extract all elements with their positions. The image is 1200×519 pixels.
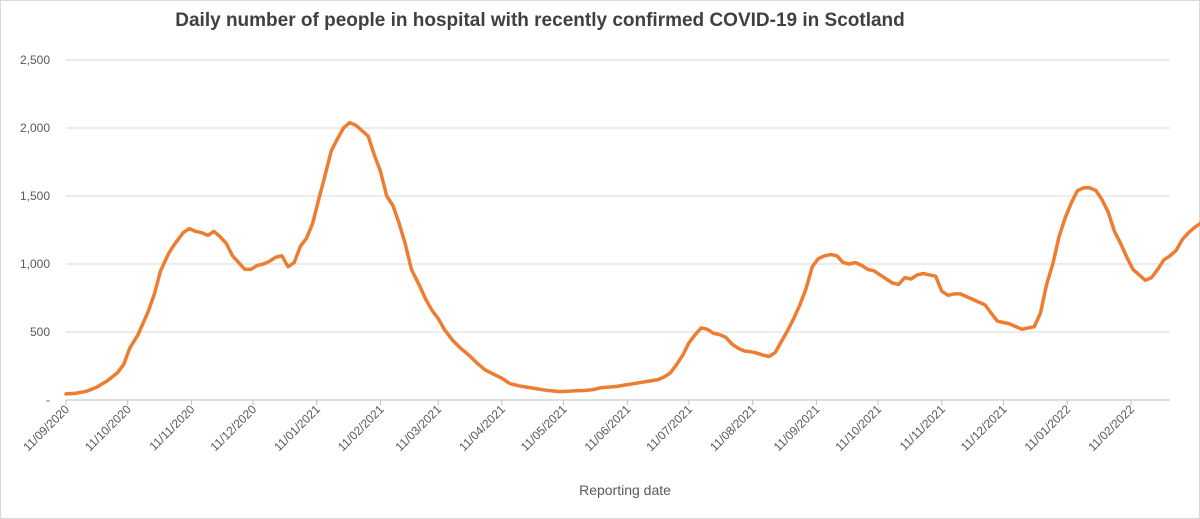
x-axis [65, 399, 1170, 405]
x-tick-label: 11/03/2021 [392, 402, 444, 454]
x-axis-label: Reporting date [579, 482, 671, 498]
y-tick-label: 2,000 [20, 121, 50, 135]
x-tick-label: 11/11/2021 [897, 402, 948, 453]
y-tick-label: 1,000 [20, 257, 50, 271]
series-group [64, 120, 1200, 396]
x-tick-label: 11/09/2021 [771, 402, 823, 454]
x-tick-label: 11/01/2021 [271, 402, 323, 454]
x-tick-label: 11/01/2022 [1022, 402, 1074, 454]
x-tick-label: 11/08/2021 [707, 402, 759, 454]
x-tick-label: 11/12/2020 [207, 402, 259, 454]
x-tick-label: 11/11/2020 [146, 402, 197, 453]
x-tick-label: 11/05/2021 [518, 402, 570, 454]
x-tick-label: 11/10/2021 [832, 402, 884, 454]
y-tick-label: - [46, 393, 50, 407]
x-axis-tick-labels: 11/09/2020 11/10/2020 11/11/2020 11/12/2020… [20, 402, 1137, 454]
x-tick-label: 11/10/2020 [82, 402, 134, 454]
y-tick-label: 2,500 [20, 53, 50, 67]
x-tick-label: 11/06/2021 [582, 402, 634, 454]
y-tick-label: 1,500 [20, 189, 50, 203]
y-tick-label: 500 [30, 325, 50, 339]
series-line-patients-in-hospital [64, 120, 1200, 396]
x-tick-label: 11/04/2021 [456, 402, 508, 454]
x-tick-label: 11/02/2021 [335, 402, 387, 454]
chart-title: Daily number of people in hospital with … [175, 10, 905, 31]
x-tick-label: 11/02/2022 [1085, 402, 1137, 454]
gridlines [66, 59, 1170, 333]
x-tick-label: 11/12/2021 [958, 402, 1010, 454]
x-tick-label: 11/09/2020 [20, 402, 72, 454]
y-axis-tick-labels: - 500 1,000 1,500 2,000 2,500 [20, 53, 50, 407]
x-tick-label: 11/07/2021 [643, 402, 695, 454]
